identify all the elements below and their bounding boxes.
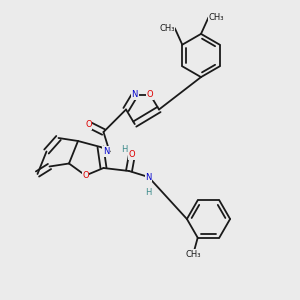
Text: O: O: [82, 171, 89, 180]
Text: O: O: [85, 120, 92, 129]
Text: O: O: [147, 90, 154, 99]
Text: CH₃: CH₃: [159, 24, 175, 33]
Text: O: O: [129, 150, 135, 159]
Text: N: N: [145, 172, 152, 182]
Text: H: H: [122, 146, 128, 154]
Text: N: N: [132, 90, 138, 99]
Text: N: N: [103, 147, 110, 156]
Text: CH₃: CH₃: [208, 13, 224, 22]
Text: CH₃: CH₃: [185, 250, 201, 259]
Text: H: H: [145, 188, 152, 197]
